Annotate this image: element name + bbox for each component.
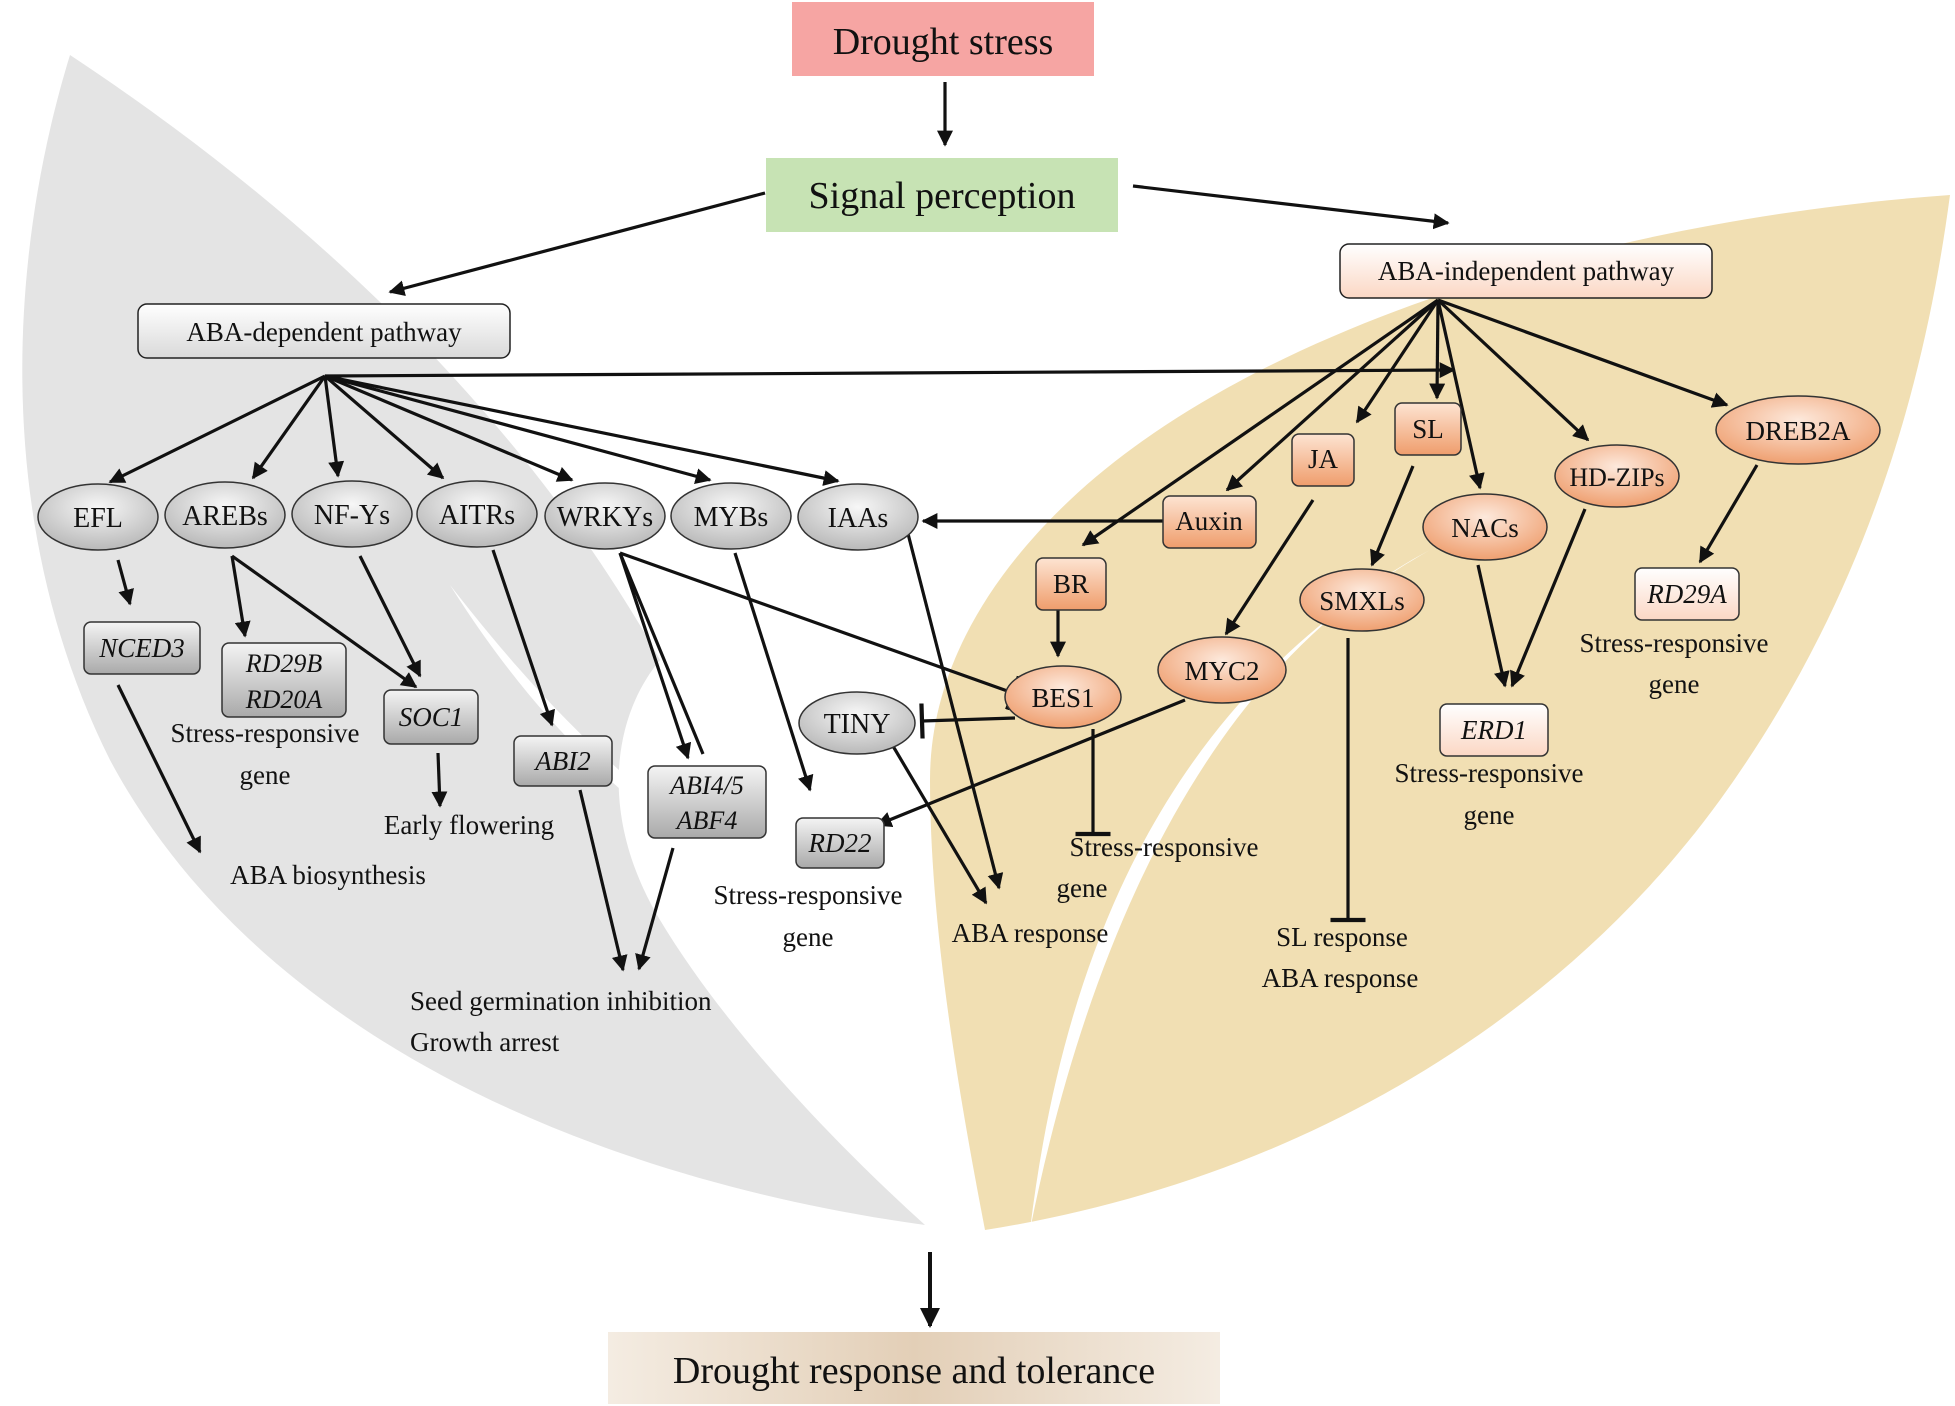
gene-abi45-abf4: ABI4/5 ABF4 [647, 765, 767, 839]
gene-rd22-label: RD22 [808, 828, 872, 858]
gene-rd29b-label: RD29B [245, 649, 323, 678]
node-hdzips: HD-ZIPs [1554, 444, 1680, 508]
node-mybs-label: MYBs [694, 502, 769, 533]
node-bes1-label: BES1 [1031, 683, 1094, 713]
node-auxin-label: Auxin [1175, 506, 1243, 536]
node-arebs-label: AREBs [182, 501, 268, 532]
gene-soc1-label: SOC1 [399, 702, 464, 732]
node-wrkys-label: WRKYs [557, 502, 653, 533]
node-arebs: AREBs [164, 481, 286, 549]
srg-label-1a: Stress-responsive [171, 718, 360, 748]
aba-independent-box [1339, 243, 1713, 299]
node-tiny: TINY [798, 691, 916, 755]
outcome-box [608, 1332, 1220, 1404]
node-br: BR [1035, 557, 1107, 611]
gene-rd29b-rd20a: RD29B RD20A [221, 642, 347, 718]
node-sl: SL [1394, 402, 1462, 456]
node-ja: JA [1291, 433, 1355, 487]
aba-response-label-1: ABA response [952, 918, 1109, 948]
node-smxls-label: SMXLs [1319, 586, 1405, 616]
srg-label-3b: gene [1057, 873, 1108, 903]
srg-label-4b: gene [1464, 800, 1515, 830]
gene-soc1: SOC1 [383, 689, 479, 745]
drought-stress-box [792, 2, 1094, 76]
node-br-label: BR [1053, 569, 1089, 599]
node-myc2: MYC2 [1157, 636, 1287, 704]
node-bes1: BES1 [1004, 665, 1122, 729]
srg-label-5a: Stress-responsive [1580, 628, 1769, 658]
node-iaas: IAAs [797, 483, 919, 551]
gene-nced3: NCED3 [83, 621, 201, 675]
aba-response-label-2: ABA response [1262, 963, 1419, 993]
aba-biosynthesis-label: ABA biosynthesis [230, 860, 426, 890]
node-sl-label: SL [1412, 414, 1444, 444]
node-dreb2a: DREB2A [1715, 395, 1881, 465]
edges [108, 82, 1759, 1328]
node-tiny-label: TINY [824, 709, 891, 740]
gene-nced3-label: NCED3 [98, 633, 185, 663]
signal-perception-label: Signal perception [809, 175, 1076, 217]
srg-label-2a: Stress-responsive [714, 880, 903, 910]
free-labels: Stress-responsive gene Early flowering A… [171, 628, 1769, 1057]
node-hdzips-label: HD-ZIPs [1569, 463, 1664, 492]
gene-erd1-label: ERD1 [1460, 715, 1527, 745]
node-nacs-label: NACs [1451, 513, 1519, 543]
node-aitrs: AITRs [416, 480, 538, 548]
srg-label-4a: Stress-responsive [1395, 758, 1584, 788]
growth-arrest-label: Growth arrest [410, 1027, 560, 1057]
aba-independent-label: ABA-independent pathway [1378, 256, 1675, 286]
seed-germination-label: Seed germination inhibition [410, 986, 712, 1016]
gene-abi2-label: ABI2 [533, 746, 590, 776]
node-wrkys: WRKYs [544, 482, 666, 550]
drought-stress-label: Drought stress [833, 21, 1054, 63]
gene-erd1: ERD1 [1439, 703, 1549, 757]
gene-abf4-label: ABF4 [675, 806, 738, 835]
gene-rd20a-label: RD20A [245, 685, 323, 714]
node-nfys: NF-Ys [291, 480, 413, 548]
node-auxin: Auxin [1162, 495, 1257, 549]
node-nfys-label: NF-Ys [314, 500, 390, 531]
node-efl-label: EFL [73, 503, 123, 534]
gene-abi2: ABI2 [513, 735, 613, 787]
early-flowering-label: Early flowering [384, 810, 554, 840]
gene-abi45-label: ABI4/5 [668, 771, 744, 800]
node-iaas-label: IAAs [828, 503, 889, 534]
sl-response-label: SL response [1276, 922, 1408, 952]
node-efl: EFL [37, 483, 159, 551]
node-myc2-label: MYC2 [1184, 656, 1259, 686]
aba-dependent-box [137, 303, 511, 359]
srg-label-1b: gene [240, 760, 291, 790]
node-smxls: SMXLs [1299, 568, 1425, 632]
node-nacs: NACs [1422, 493, 1548, 561]
outcome-label: Drought response and tolerance [673, 1350, 1155, 1392]
node-aitrs-label: AITRs [439, 500, 515, 531]
srg-label-3a: Stress-responsive [1070, 832, 1259, 862]
gene-rd22: RD22 [795, 817, 885, 869]
srg-label-5b: gene [1649, 669, 1700, 699]
node-dreb2a-label: DREB2A [1745, 416, 1851, 446]
gene-rd29a-label: RD29A [1646, 579, 1727, 609]
srg-label-2b: gene [783, 922, 834, 952]
signal-perception-box [766, 158, 1118, 232]
gene-rd29a: RD29A [1634, 567, 1740, 621]
node-mybs: MYBs [670, 482, 792, 550]
node-ja-label: JA [1308, 444, 1339, 474]
aba-dependent-label: ABA-dependent pathway [186, 317, 462, 347]
